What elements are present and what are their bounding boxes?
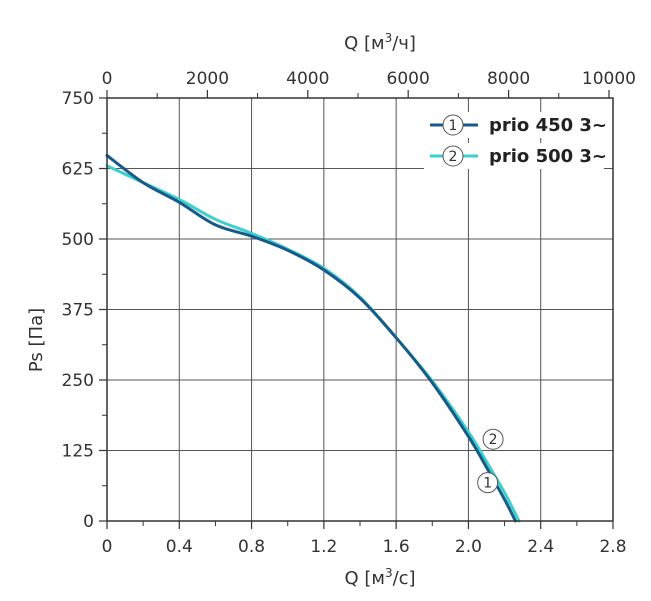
- x-axis-top-ticks: 0 2000 4000 6000 8000 10000: [102, 69, 636, 98]
- x-bottom-tick-label: 0.8: [238, 537, 265, 557]
- x-bottom-tick-label: 2.8: [599, 537, 626, 557]
- curve-marker-label-2: 2: [489, 432, 498, 448]
- y-tick-label: 500: [62, 230, 94, 250]
- legend-marker-1: [442, 114, 464, 136]
- x-bottom-tick-label: 0.4: [166, 537, 193, 557]
- curve-marker-label-1: 1: [483, 476, 492, 492]
- x-top-tick-label: 0: [102, 69, 113, 89]
- x-top-tick-label: 6000: [387, 69, 430, 89]
- y-tick-label: 250: [62, 371, 94, 391]
- legend-label-1: prio 450 3~: [489, 115, 607, 136]
- x-top-tick-label: 10000: [582, 69, 636, 89]
- x-bottom-tick-label: 2.4: [527, 537, 554, 557]
- x-top-tick-label: 8000: [487, 69, 530, 89]
- x-bottom-tick-label: 1.6: [383, 537, 410, 557]
- x-bottom-tick-label: 0: [102, 537, 113, 557]
- x-axis-bottom-ticks: 0 0.4 0.8 1.2 1.6 2.0 2.4 2.8: [102, 521, 627, 557]
- y-tick-label: 375: [62, 301, 94, 321]
- x-bottom-tick-label: 1.2: [310, 537, 337, 557]
- series-line-2: [105, 164, 521, 523]
- y-tick-label: 750: [62, 89, 94, 109]
- y-tick-label: 625: [62, 160, 94, 180]
- legend-marker-2: [442, 145, 464, 167]
- legend-marker-label-2: 2: [449, 149, 458, 165]
- x-axis-bottom-title: Q [м3/с]: [344, 566, 415, 589]
- legend-label-2: prio 500 3~: [489, 146, 607, 167]
- y-tick-label: 0: [83, 512, 94, 532]
- x-top-tick-label: 2000: [186, 69, 229, 89]
- legend-marker-label-1: 1: [449, 118, 458, 134]
- x-top-tick-label: 4000: [286, 69, 329, 89]
- y-tick-label: 125: [62, 442, 94, 462]
- curve-marker-1: [477, 472, 499, 494]
- curve-marker-2: [482, 428, 504, 450]
- legend: 1 prio 450 3~ 2 prio 500 3~: [424, 112, 607, 169]
- y-axis-ticks: 0 125 250 375 500 625 750: [62, 89, 107, 532]
- series-layer: 12: [105, 154, 521, 523]
- x-bottom-tick-label: 2.0: [455, 537, 482, 557]
- x-axis-top-title: Q [м3/ч]: [344, 31, 416, 54]
- y-axis-title: Ps [Па]: [26, 308, 47, 372]
- series-line-1: [105, 154, 517, 523]
